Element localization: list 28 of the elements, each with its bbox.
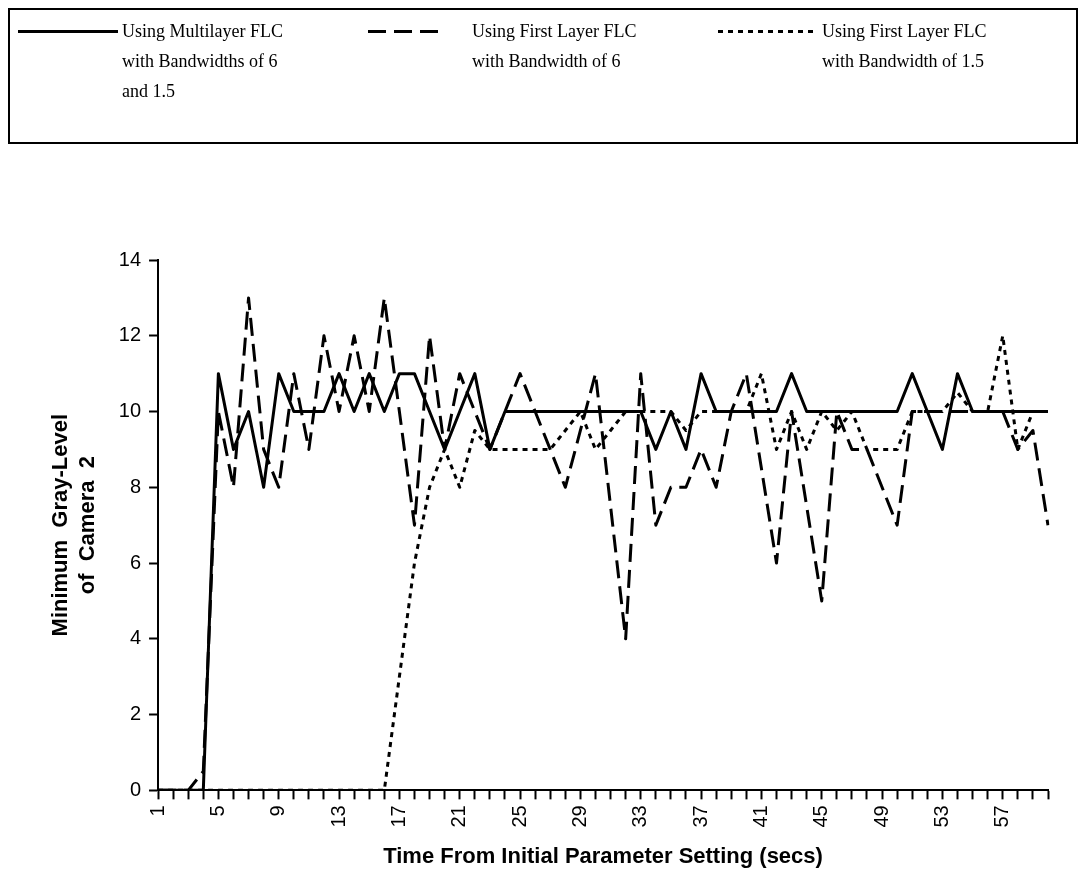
y-tick-label: 12 — [118, 323, 142, 346]
y-tick-label: 6 — [129, 550, 142, 573]
y-axis-title: Minimum Gray-Level of Camera 2 — [47, 413, 99, 637]
y-tick-label: 10 — [118, 399, 142, 422]
x-tick-label: 57 — [990, 805, 1013, 828]
x-tick-label: 9 — [266, 805, 289, 817]
legend-label: Using Multilayer FLC with Bandwidths of 6 and 1.5 — [122, 20, 284, 103]
y-tick-label: 0 — [129, 777, 142, 800]
x-tick-label: 5 — [205, 805, 228, 817]
x-tick-label: 21 — [447, 805, 470, 828]
x-tick-label: 25 — [507, 805, 530, 828]
x-tick-label: 53 — [929, 805, 952, 828]
x-tick-label: 37 — [688, 805, 711, 828]
x-tick-label: 49 — [869, 805, 892, 828]
legend-label: Using First Layer FLC with Bandwidth of 1.5 — [822, 20, 988, 73]
y-tick-label: 4 — [129, 626, 142, 649]
x-tick-label: 17 — [386, 805, 409, 828]
y-tick-label: 2 — [129, 702, 142, 725]
x-tick-label: 33 — [628, 805, 651, 828]
y-tick-label: 8 — [129, 474, 142, 497]
y-tick-label: 14 — [118, 247, 142, 270]
x-axis-title: Time From Initial Parameter Setting (secs) — [383, 842, 823, 868]
x-tick-label: 41 — [748, 805, 771, 828]
x-tick-label: 13 — [326, 805, 349, 828]
x-tick-label: 1 — [145, 805, 168, 817]
x-tick-label: 29 — [567, 805, 590, 828]
x-tick-label: 45 — [809, 805, 832, 828]
legend-label: Using First Layer FLC with Bandwidth of 6 — [472, 20, 638, 73]
